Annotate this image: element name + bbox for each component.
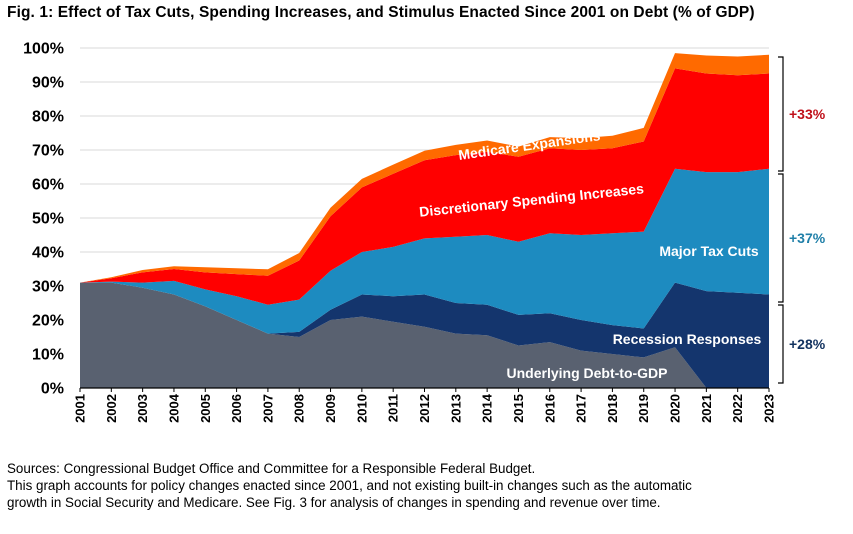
x-tick-label: 2010	[354, 394, 369, 423]
bracket-label: +28%	[789, 336, 826, 352]
x-tick-label: 2022	[730, 394, 745, 423]
area-discretionary-spending-increases	[80, 68, 769, 305]
footnote-note-line1: This graph accounts for policy changes e…	[7, 478, 692, 493]
y-tick-label: 10%	[32, 347, 64, 364]
x-tick-label: 2018	[605, 394, 620, 423]
area-label: Major Tax Cuts	[659, 243, 759, 259]
x-tick-label: 2012	[417, 394, 432, 423]
x-tick-label: 2001	[73, 394, 88, 423]
brackets: +33% +37% +28%	[778, 56, 826, 384]
y-tick-label: 100%	[23, 41, 64, 58]
y-tick-label: 90%	[32, 75, 64, 92]
y-tick-label: 30%	[32, 279, 64, 296]
x-tick-label: 2003	[135, 394, 150, 423]
area-label: Recession Responses	[613, 331, 762, 347]
x-tick-label: 2013	[448, 394, 463, 423]
y-tick-label: 60%	[32, 177, 64, 194]
x-tick-label: 2019	[636, 394, 651, 423]
x-tick-label: 2015	[511, 394, 526, 423]
x-tick-label: 2023	[762, 394, 777, 423]
x-tick-label: 2014	[480, 393, 495, 423]
axes	[79, 387, 770, 392]
x-tick-label: 2009	[323, 394, 338, 423]
y-tick-label: 20%	[32, 313, 64, 330]
footnotes: Sources: Congressional Budget Office and…	[7, 460, 852, 511]
bracket-label: +33%	[789, 106, 826, 122]
x-tick-labels: 2001 2002 2003 2004 2005 2006 2007 2008 2009 2010…	[73, 393, 777, 423]
area-label: Underlying Debt-to-GDP	[507, 365, 668, 381]
y-tick-label: 70%	[32, 143, 64, 160]
stacked-areas	[80, 53, 769, 388]
y-tick-labels: 0% 10% 20% 30% 40% 50% 60% 70% 80% 90% 100%	[23, 41, 64, 398]
bracket	[778, 56, 784, 172]
bracket	[778, 304, 784, 384]
x-tick-label: 2006	[229, 394, 244, 423]
x-tick-label: 2020	[668, 394, 683, 423]
chart-area: 0%10%20%30%40%50%60%70%80%90%100% 2001 20…	[23, 41, 826, 423]
footnote-note-line2: growth in Social Security and Medicare. …	[7, 495, 661, 510]
y-tick-label: 0%	[41, 381, 64, 398]
area-underlying-debt-to-gdp	[80, 282, 769, 388]
x-tick-label: 2021	[699, 394, 714, 423]
x-tick-label: 2002	[104, 394, 119, 423]
x-tick-label: 2011	[386, 394, 401, 422]
chart-title: Fig. 1: Effect of Tax Cuts, Spending Inc…	[7, 4, 755, 21]
footnote-sources: Sources: Congressional Budget Office and…	[7, 461, 536, 476]
y-tick-label: 50%	[32, 211, 64, 228]
bracket	[778, 173, 784, 303]
area-recession-responses	[80, 282, 769, 388]
y-tick-label: 40%	[32, 245, 64, 262]
x-tick-label: 2005	[198, 394, 213, 423]
x-tick-label: 2008	[292, 394, 307, 423]
bracket-label: +37%	[789, 230, 826, 246]
y-tick-label: 80%	[32, 109, 64, 126]
x-tick-label: 2004	[166, 393, 181, 423]
x-tick-label: 2007	[260, 394, 275, 423]
x-tick-label: 2016	[542, 394, 557, 423]
x-tick-label: 2017	[574, 394, 589, 423]
area-major-tax-cuts	[80, 168, 769, 334]
